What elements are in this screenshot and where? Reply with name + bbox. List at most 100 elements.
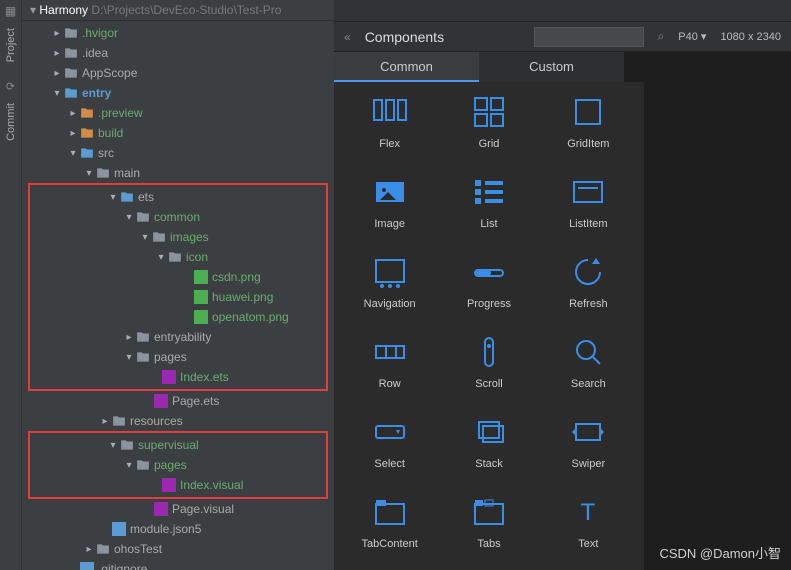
component-label: Select (374, 458, 405, 470)
listitem-icon (570, 174, 606, 210)
tree-row[interactable]: module.json5 (22, 519, 334, 539)
resolution-label: 1080 x 2340 (720, 31, 781, 43)
component-label: Progress (467, 298, 511, 310)
gutter-project-tab[interactable]: Project (5, 28, 17, 62)
components-panel: « Components ⌕ P40 ▾ 1080 x 2340 Common … (334, 0, 791, 570)
component-refresh[interactable]: Refresh (543, 254, 634, 310)
tree-row[interactable]: ▸.preview (22, 103, 334, 123)
tree-row[interactable]: ▾images (30, 227, 326, 247)
refresh-icon (570, 254, 606, 290)
component-scroll[interactable]: Scroll (443, 334, 534, 390)
component-label: ListItem (569, 218, 608, 230)
tree-row[interactable]: csdn.png (30, 267, 326, 287)
component-label: Tabs (477, 538, 500, 550)
tree-row[interactable]: ▸build (22, 123, 334, 143)
component-progress[interactable]: Progress (443, 254, 534, 310)
nav-icon (372, 254, 408, 290)
watermark: CSDN @Damon小智 (659, 543, 781, 562)
component-label: Image (374, 218, 405, 230)
component-tabs: Common Custom (334, 52, 624, 82)
component-label: Search (571, 378, 606, 390)
component-label: Flex (379, 138, 400, 150)
component-list[interactable]: List (443, 174, 534, 230)
components-header: « Components ⌕ P40 ▾ 1080 x 2340 (334, 22, 791, 52)
tree-row[interactable]: ▾main (22, 163, 334, 183)
tree-row[interactable]: Page.ets (22, 391, 334, 411)
component-label: TabContent (362, 538, 418, 550)
select-icon (372, 414, 408, 450)
component-griditem[interactable]: GridItem (543, 94, 634, 150)
search-icon[interactable]: ⌕ (658, 29, 665, 44)
component-select[interactable]: Select (344, 414, 435, 470)
commit-icon: ⟳ (6, 80, 15, 93)
expand-icon[interactable]: « (344, 30, 351, 44)
tree-row[interactable]: ▸.idea (22, 43, 334, 63)
tree-row[interactable]: ▸resources (22, 411, 334, 431)
components-search[interactable] (534, 27, 644, 47)
tree-row[interactable]: ▾entry (22, 83, 334, 103)
scroll-icon (471, 334, 507, 370)
component-swiper[interactable]: Swiper (543, 414, 634, 470)
component-text[interactable]: T Text (543, 494, 634, 550)
components-grid: Flex Grid GridItem Image List ListItem Navigat… (334, 82, 644, 570)
tree-row[interactable]: Index.visual (30, 475, 326, 495)
tree-row[interactable]: ▾icon (30, 247, 326, 267)
tree-row[interactable]: .gitignore (22, 559, 334, 570)
row-icon (372, 334, 408, 370)
component-label: Scroll (475, 378, 503, 390)
component-label: Swiper (572, 458, 606, 470)
component-navigation[interactable]: Navigation (344, 254, 435, 310)
flex-icon (372, 94, 408, 130)
editor-tabs-bar (334, 0, 791, 22)
tree-row[interactable]: ▾ets (30, 187, 326, 207)
tab-common[interactable]: Common (334, 52, 479, 82)
component-flex[interactable]: Flex (344, 94, 435, 150)
component-label: Refresh (569, 298, 608, 310)
swiper-icon (570, 414, 606, 450)
progress-icon (471, 254, 507, 290)
component-label: GridItem (567, 138, 609, 150)
svg-text:T: T (581, 499, 596, 526)
project-name[interactable]: Harmony (39, 3, 88, 17)
component-stack[interactable]: Stack (443, 414, 534, 470)
tree-row[interactable]: ▸ohosTest (22, 539, 334, 559)
breadcrumb: ▾ Harmony D:\Projects\DevEco-Studio\Test… (22, 0, 334, 21)
component-row[interactable]: Row (344, 334, 435, 390)
tabs-icon (471, 494, 507, 530)
component-label: Navigation (364, 298, 416, 310)
project-tree-panel: ▾ Harmony D:\Projects\DevEco-Studio\Test… (22, 0, 334, 570)
component-listitem[interactable]: ListItem (543, 174, 634, 230)
list-icon (471, 174, 507, 210)
component-label: List (480, 218, 497, 230)
component-tabs[interactable]: Tabs (443, 494, 534, 550)
left-gutter: ▦ Project ⟳ Commit (0, 0, 22, 570)
tree-row[interactable]: ▸.hvigor (22, 23, 334, 43)
project-path: D:\Projects\DevEco-Studio\Test-Pro (91, 3, 281, 17)
component-label: Text (578, 538, 598, 550)
griditem-icon (570, 94, 606, 130)
project-tree[interactable]: ▸.hvigor▸.idea▸AppScope▾entry▸.preview▸b… (22, 21, 334, 570)
device-label[interactable]: P40 ▾ (678, 30, 706, 43)
gutter-commit-tab[interactable]: Commit (5, 103, 17, 141)
tree-row[interactable]: ▸AppScope (22, 63, 334, 83)
component-label: Grid (479, 138, 500, 150)
gutter-icon: ▦ (5, 4, 16, 18)
tab-custom[interactable]: Custom (479, 52, 624, 82)
tree-row[interactable]: openatom.png (30, 307, 326, 327)
component-image[interactable]: Image (344, 174, 435, 230)
image-icon (372, 174, 408, 210)
tree-row[interactable]: huawei.png (30, 287, 326, 307)
tree-row[interactable]: Index.ets (30, 367, 326, 387)
component-grid[interactable]: Grid (443, 94, 534, 150)
tree-row[interactable]: ▾pages (30, 347, 326, 367)
tree-row[interactable]: ▾src (22, 143, 334, 163)
tree-row[interactable]: ▾supervisual (30, 435, 326, 455)
tree-row[interactable]: ▾common (30, 207, 326, 227)
stack-icon (471, 414, 507, 450)
component-search[interactable]: Search (543, 334, 634, 390)
tree-row[interactable]: Page.visual (22, 499, 334, 519)
component-label: Stack (475, 458, 503, 470)
tree-row[interactable]: ▸entryability (30, 327, 326, 347)
tree-row[interactable]: ▾pages (30, 455, 326, 475)
component-tabcontent[interactable]: TabContent (344, 494, 435, 550)
